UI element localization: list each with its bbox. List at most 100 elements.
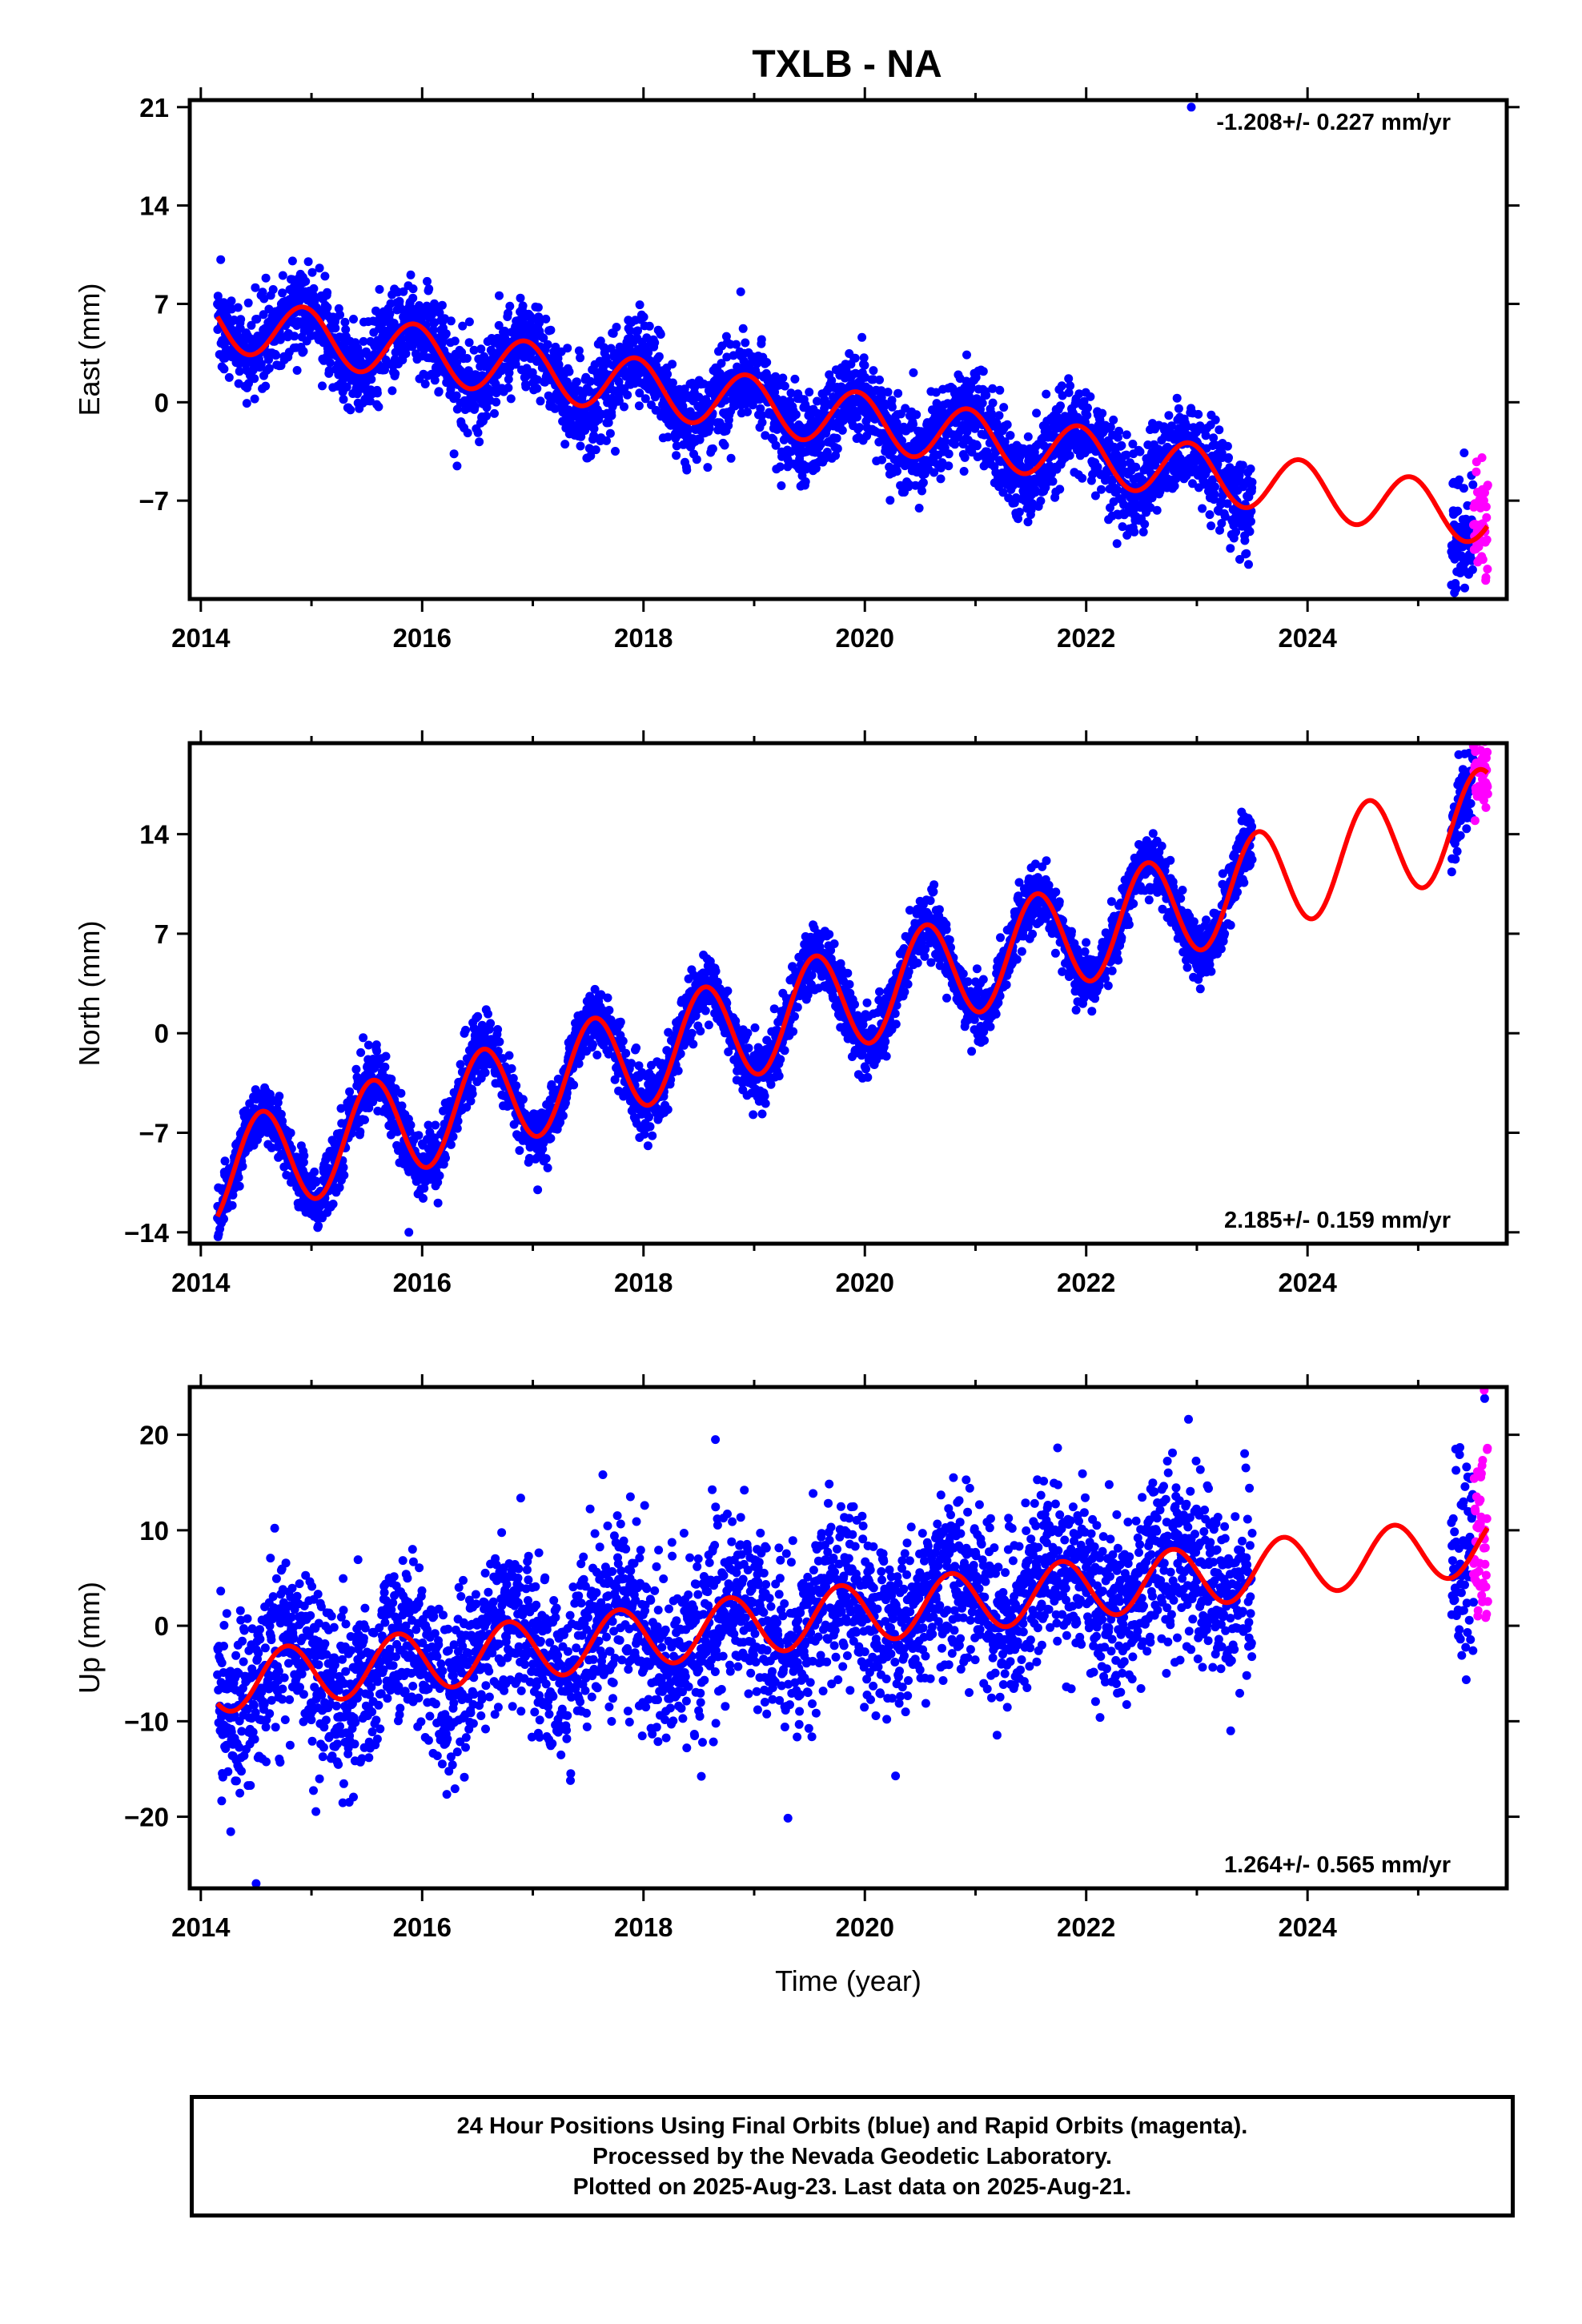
data-point-final — [912, 410, 921, 420]
data-point-final — [506, 394, 516, 404]
data-point-final — [962, 350, 971, 360]
data-point-final — [261, 381, 271, 391]
data-point-final — [518, 1095, 528, 1104]
data-point-final — [748, 400, 757, 410]
data-point-final — [987, 409, 996, 418]
data-point-final — [1135, 447, 1145, 456]
data-point-final — [1247, 477, 1257, 487]
data-point-final — [422, 301, 432, 311]
data-point-final — [602, 436, 611, 445]
data-point-final — [264, 355, 273, 364]
data-point-final — [224, 372, 234, 382]
data-points-east — [213, 103, 1492, 639]
data-point-final — [883, 388, 893, 397]
data-point-final — [682, 465, 692, 475]
data-point-final — [1238, 460, 1247, 470]
data-point-final — [654, 352, 664, 361]
data-point-final — [325, 358, 335, 368]
data-point-final — [342, 382, 351, 392]
data-point-final — [1458, 542, 1468, 552]
data-point-final — [470, 402, 480, 412]
data-point-final — [644, 321, 654, 331]
data-point-final — [941, 436, 950, 446]
data-point-final — [672, 451, 681, 460]
data-point-final — [627, 1059, 636, 1068]
data-point-final — [355, 1127, 365, 1136]
data-point-final — [589, 424, 599, 433]
data-point-final — [1023, 517, 1033, 527]
data-point-final — [603, 993, 612, 1003]
data-point-final — [371, 1040, 381, 1050]
data-point-final — [462, 354, 472, 363]
data-point-final — [335, 310, 344, 320]
data-point-final — [1118, 459, 1127, 468]
data-point-final — [452, 391, 461, 400]
data-point-final — [621, 1048, 631, 1058]
data-point-final — [420, 380, 430, 388]
data-point-final — [560, 440, 570, 449]
data-point-final — [275, 1092, 284, 1101]
data-point-final — [962, 427, 972, 436]
data-point-final — [1064, 374, 1074, 384]
data-point-final — [268, 285, 278, 294]
data-point-final — [1146, 503, 1155, 513]
data-point-final — [837, 425, 847, 435]
data-point-final — [574, 346, 584, 356]
data-point-final — [307, 267, 317, 277]
data-point-final — [395, 296, 404, 306]
data-point-final — [323, 303, 332, 312]
data-point-final — [911, 480, 920, 490]
data-point-final — [541, 1154, 551, 1164]
data-point-rapid — [1477, 630, 1486, 639]
data-point-final — [1170, 481, 1179, 491]
data-point-final — [1114, 426, 1123, 436]
data-point-final — [893, 467, 901, 476]
data-point-final — [1235, 555, 1244, 564]
data-point-final — [406, 270, 416, 279]
data-point-final — [644, 348, 653, 357]
data-point-final — [930, 468, 939, 477]
data-point-final — [504, 308, 512, 318]
data-point-final — [999, 403, 1009, 412]
x-tick-label: 2020 — [836, 623, 894, 653]
data-point-final — [791, 410, 801, 420]
data-point-final — [363, 1040, 373, 1050]
data-point-final — [880, 399, 889, 408]
data-point-final — [434, 387, 444, 396]
data-point-final — [970, 424, 980, 433]
data-point-final — [463, 428, 472, 438]
data-point-final — [468, 1089, 477, 1099]
data-point-final — [668, 360, 677, 369]
data-point-final — [780, 381, 789, 391]
data-point-final — [663, 432, 673, 442]
data-point-final — [450, 336, 460, 346]
data-point-final — [1079, 396, 1089, 406]
data-point-final — [372, 388, 382, 398]
data-point-final — [738, 324, 748, 333]
data-point-final — [1460, 448, 1469, 457]
x-tick-label: 2022 — [1057, 623, 1115, 653]
data-point-final — [320, 271, 330, 281]
data-point-final — [1152, 505, 1162, 515]
data-point-final — [1032, 408, 1042, 418]
data-point-final — [1109, 415, 1118, 424]
data-point-final — [1226, 544, 1235, 553]
data-point-final — [495, 291, 504, 300]
data-point-final — [235, 1181, 244, 1191]
data-point-final — [909, 420, 917, 429]
data-point-final — [539, 333, 548, 343]
data-point-final — [494, 320, 504, 330]
data-point-final — [473, 428, 483, 437]
data-point-final — [1074, 389, 1084, 399]
data-point-final — [1231, 527, 1241, 537]
data-point-final — [959, 467, 969, 476]
data-point-final — [461, 1025, 470, 1035]
data-point-final — [611, 447, 620, 456]
data-point-final — [1002, 420, 1012, 429]
data-point-final — [340, 317, 350, 327]
data-point-final — [504, 383, 513, 392]
data-point-final — [252, 315, 262, 324]
data-point-final — [324, 366, 334, 376]
data-point-final — [299, 347, 308, 356]
data-point-final — [564, 367, 574, 376]
